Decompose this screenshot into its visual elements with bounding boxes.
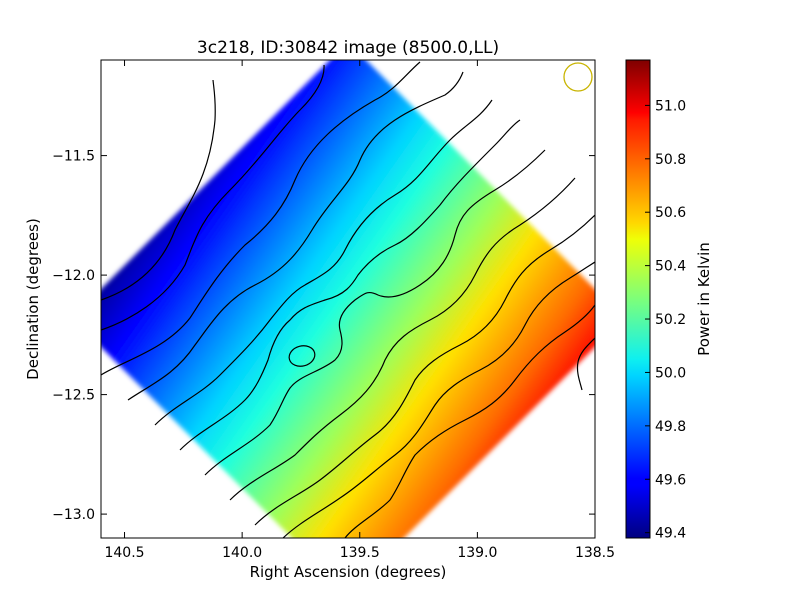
y-tick-label: −13.0 — [52, 507, 95, 523]
colorbar-tick-label: 50.6 — [655, 205, 686, 221]
colorbar-tick-label: 49.8 — [655, 419, 686, 435]
chart-title: 3c218, ID:30842 image (8500.0,LL) — [197, 38, 499, 58]
colorbar: 49.4 49.6 49.8 50.0 50.2 50.4 50.6 50.8 51.0 Pow… — [625, 59, 713, 542]
x-tick-label: 138.5 — [575, 545, 615, 561]
colorbar-label: Power in Kelvin — [695, 242, 713, 356]
x-axis-label: Right Ascension (degrees) — [250, 563, 447, 581]
colorbar-tick-label: 49.6 — [655, 472, 686, 488]
x-axis-ticks: 140.5 140.0 139.5 139.0 138.5 — [104, 60, 615, 561]
colorbar-tick-label: 49.4 — [655, 526, 686, 542]
contour-line — [282, 261, 595, 538]
contour-line — [229, 177, 576, 501]
colorbar-tick-label: 50.2 — [655, 312, 686, 328]
plot-area: 140.5 140.0 139.5 139.0 138.5 −11.5 −12.0 −12.… — [52, 59, 615, 561]
plot-frame — [100, 59, 596, 539]
contour-lines — [101, 61, 595, 538]
y-tick-label: −12.0 — [52, 268, 95, 284]
contour-line — [101, 64, 325, 331]
contour-line — [204, 149, 546, 476]
colorbar-tick-label: 50.4 — [655, 259, 686, 275]
contour-line — [344, 304, 595, 538]
x-tick-label: 140.5 — [104, 545, 144, 561]
x-tick-label: 139.0 — [457, 545, 497, 561]
colorbar-tick-label: 50.0 — [655, 365, 686, 381]
image-field — [101, 60, 595, 538]
heatmap-diamond — [101, 60, 595, 538]
contour-line — [179, 119, 521, 451]
x-tick-label: 140.0 — [222, 545, 262, 561]
contour-line — [254, 214, 595, 526]
x-tick-label: 139.5 — [340, 545, 380, 561]
contour-loop — [288, 345, 316, 367]
y-tick-label: −12.5 — [52, 388, 95, 404]
contour-line — [576, 337, 595, 391]
contour-line — [101, 79, 216, 301]
contour-line — [154, 99, 493, 426]
beam-circle — [563, 62, 593, 92]
colorbar-tick-label: 51.0 — [655, 98, 686, 114]
y-axis-label: Declination (degrees) — [24, 218, 42, 380]
colorbar-tick-label: 50.8 — [655, 152, 686, 168]
y-axis-ticks: −11.5 −12.0 −12.5 −13.0 — [52, 149, 595, 523]
colorbar-gradient — [625, 59, 651, 539]
y-tick-label: −11.5 — [52, 149, 95, 165]
contour-line — [127, 71, 464, 401]
colorbar-ticks: 49.4 49.6 49.8 50.0 50.2 50.4 50.6 50.8 51.0 — [645, 98, 686, 542]
contour-line — [101, 61, 421, 376]
